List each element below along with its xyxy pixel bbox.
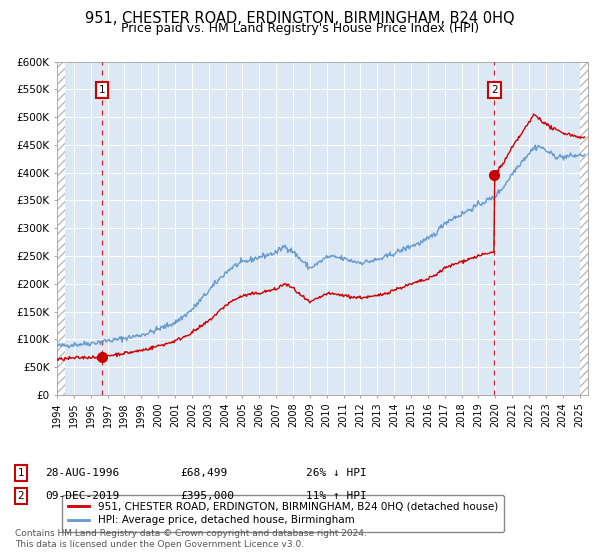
Text: 11% ↑ HPI: 11% ↑ HPI: [306, 491, 367, 501]
Text: Contains HM Land Registry data © Crown copyright and database right 2024.
This d: Contains HM Land Registry data © Crown c…: [15, 529, 367, 549]
Text: 2: 2: [17, 491, 25, 501]
Text: 2: 2: [491, 85, 497, 95]
Text: 26% ↓ HPI: 26% ↓ HPI: [306, 468, 367, 478]
Bar: [57, 62, 65, 395]
Legend: 951, CHESTER ROAD, ERDINGTON, BIRMINGHAM, B24 0HQ (detached house), HPI: Average: 951, CHESTER ROAD, ERDINGTON, BIRMINGHAM…: [62, 495, 504, 531]
Text: 09-DEC-2019: 09-DEC-2019: [45, 491, 119, 501]
Text: £395,000: £395,000: [180, 491, 234, 501]
Text: Price paid vs. HM Land Registry's House Price Index (HPI): Price paid vs. HM Land Registry's House …: [121, 22, 479, 35]
Text: £68,499: £68,499: [180, 468, 227, 478]
Text: 1: 1: [98, 85, 105, 95]
Text: 951, CHESTER ROAD, ERDINGTON, BIRMINGHAM, B24 0HQ: 951, CHESTER ROAD, ERDINGTON, BIRMINGHAM…: [85, 11, 515, 26]
Text: 1: 1: [17, 468, 25, 478]
Bar: [580, 62, 588, 395]
Text: 28-AUG-1996: 28-AUG-1996: [45, 468, 119, 478]
